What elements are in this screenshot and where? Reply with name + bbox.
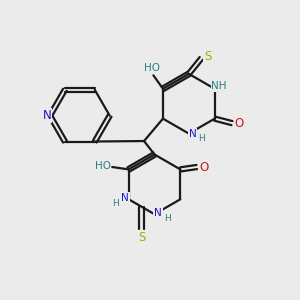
Text: H: H bbox=[198, 134, 205, 143]
Text: O: O bbox=[200, 160, 209, 173]
Text: O: O bbox=[235, 117, 244, 130]
Text: S: S bbox=[138, 231, 145, 244]
Text: HO: HO bbox=[144, 63, 160, 73]
Text: H: H bbox=[164, 214, 170, 223]
Text: N: N bbox=[188, 129, 196, 139]
Text: N: N bbox=[121, 193, 129, 203]
Text: NH: NH bbox=[212, 81, 227, 92]
Text: N: N bbox=[154, 208, 162, 218]
Text: S: S bbox=[204, 50, 211, 63]
Text: N: N bbox=[43, 109, 51, 122]
Text: H: H bbox=[112, 199, 119, 208]
Text: HO: HO bbox=[94, 161, 111, 171]
